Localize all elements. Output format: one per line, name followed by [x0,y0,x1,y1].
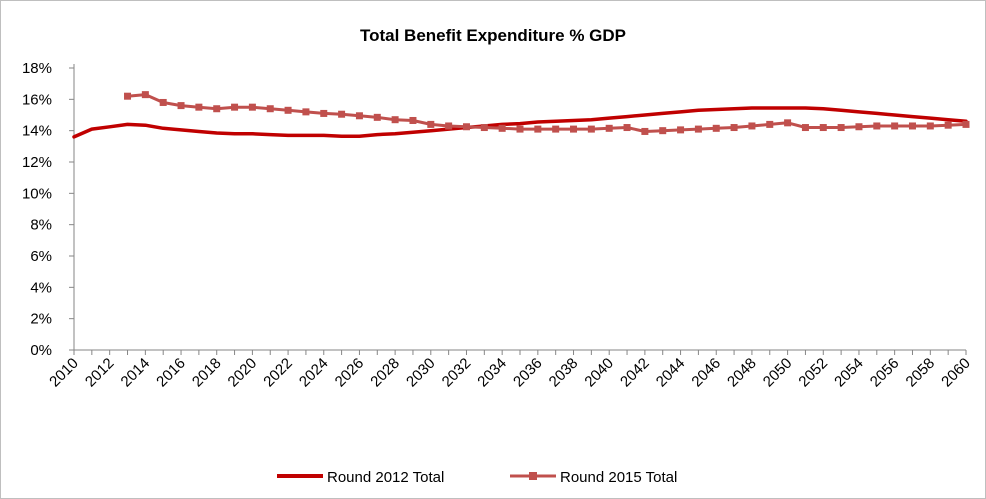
series-2-marker [623,124,631,132]
series-2-marker [124,92,132,100]
x-tick-label: 2060 [938,355,974,391]
series-2-marker [320,109,328,117]
series-2-marker [766,120,774,128]
x-tick-label: 2032 [439,355,475,391]
y-tick-label: 0% [30,342,52,359]
y-tick-label: 2% [30,311,52,328]
x-tick-label: 2038 [546,355,582,391]
legend-swatch-marker [529,472,537,480]
series-2-marker [784,119,792,127]
x-tick-label: 2040 [581,355,617,391]
series-2-marker [248,103,256,111]
series-2-marker [873,122,881,130]
x-tick-label: 2052 [795,355,831,391]
x-tick-label: 2048 [724,355,760,391]
series-2-marker [516,125,524,133]
series-2-marker [480,124,488,132]
x-tick-label: 2054 [831,355,867,391]
series-2-marker [855,123,863,131]
x-tick-label: 2018 [189,355,225,391]
series-2-marker [730,124,738,132]
series-2-marker [570,125,578,133]
series-2-marker [266,105,274,113]
chart-title: Total Benefit Expenditure % GDP [360,26,626,45]
y-tick-label: 10% [22,185,52,202]
x-tick-label: 2024 [296,355,332,391]
x-tick-label: 2044 [653,355,689,391]
series-2-marker [302,108,310,116]
x-tick-label: 2058 [903,355,939,391]
y-tick-label: 12% [22,154,52,171]
plot-area: 0%2%4%6%8%10%12%14%16%18%2010 2012 2014 201… [22,60,974,390]
legend-label: Round 2015 Total [560,469,677,486]
series-2-marker [677,126,685,134]
legend-label: Round 2012 Total [327,469,444,486]
x-tick-label: 2042 [617,355,653,391]
series-line-1 [72,106,968,139]
series-2-marker [462,123,470,131]
series-2-marker [338,110,346,118]
x-tick-label: 2016 [153,355,189,391]
series-2-marker [445,122,453,130]
series-2-marker [819,124,827,132]
series-2-marker [605,124,613,132]
series-2-marker [284,106,292,114]
series-2-marker [391,116,399,124]
series-2-marker [498,124,506,132]
x-tick-label: 2030 [403,355,439,391]
series-2-marker [159,98,167,106]
series-2-marker [908,122,916,130]
x-tick-label: 2034 [474,355,510,391]
series-2-marker [177,102,185,110]
series-2-marker [659,127,667,135]
series-2-marker [891,122,899,130]
series-2-marker [837,124,845,132]
series-2-marker [587,125,595,133]
series-2-marker [801,124,809,132]
y-tick-label: 14% [22,123,52,140]
series-2-marker [141,91,149,99]
y-tick-label: 16% [22,91,52,108]
series-2-marker [694,125,702,133]
x-tick-label: 2012 [82,355,118,391]
x-tick-label: 2056 [867,355,903,391]
legend: Round 2012 Total Round 2015 Total [277,469,677,486]
series-2-marker [926,122,934,130]
y-tick-label: 8% [30,217,52,234]
x-tick-label: 2050 [760,355,796,391]
y-tick-label: 6% [30,248,52,265]
series-2-marker [373,113,381,121]
x-tick-label: 2028 [367,355,403,391]
series-2-marker [944,121,952,129]
series-2-marker [641,127,649,135]
x-tick-label: 2010 [46,355,82,391]
x-tick-label: 2026 [332,355,368,391]
series-2-marker [748,122,756,130]
x-tick-label: 2022 [260,355,296,391]
series-2-marker [195,103,203,111]
series-2-marker [427,120,435,128]
y-tick-label: 18% [22,60,52,77]
x-tick-label: 2036 [510,355,546,391]
x-tick-label: 2020 [225,355,261,391]
series-2-marker [534,125,542,133]
series-2-marker [231,103,239,111]
series-2-marker [213,105,221,113]
x-tick-label: 2046 [688,355,724,391]
y-tick-label: 4% [30,279,52,296]
series-2-marker [409,116,417,124]
series-2-marker [712,124,720,132]
series-2-marker [355,112,363,120]
series-2-marker [552,125,560,133]
series-2-marker [962,120,970,128]
x-tick-label: 2014 [118,355,154,391]
